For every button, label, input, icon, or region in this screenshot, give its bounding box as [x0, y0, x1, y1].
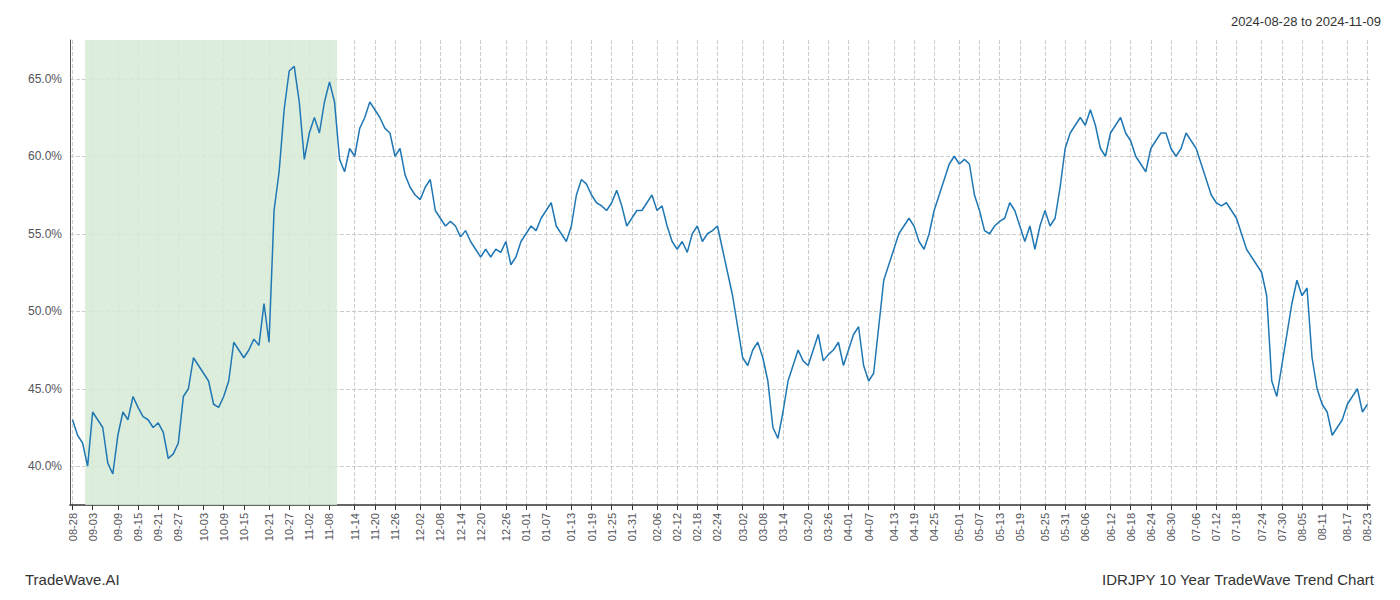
- svg-text:10-21: 10-21: [263, 513, 275, 541]
- svg-text:10-27: 10-27: [283, 513, 295, 541]
- svg-text:11-14: 11-14: [349, 513, 361, 540]
- svg-text:03-08: 03-08: [757, 513, 769, 541]
- svg-text:05-19: 05-19: [1014, 513, 1026, 541]
- svg-text:01-13: 01-13: [565, 513, 577, 541]
- svg-text:07-06: 07-06: [1190, 513, 1202, 541]
- svg-text:07-18: 07-18: [1230, 513, 1242, 541]
- svg-text:09-03: 09-03: [87, 513, 99, 541]
- svg-text:11-08: 11-08: [323, 513, 335, 540]
- svg-text:08-11: 08-11: [1316, 513, 1328, 540]
- svg-text:12-08: 12-08: [434, 513, 446, 541]
- svg-text:08-17: 08-17: [1341, 513, 1353, 541]
- svg-text:12-20: 12-20: [475, 513, 487, 541]
- svg-text:04-19: 04-19: [908, 513, 920, 541]
- svg-text:04-13: 04-13: [888, 513, 900, 541]
- svg-text:50.0%: 50.0%: [28, 304, 62, 318]
- svg-text:12-14: 12-14: [455, 513, 467, 541]
- svg-text:05-07: 05-07: [973, 513, 985, 541]
- svg-text:07-30: 07-30: [1276, 513, 1288, 541]
- svg-text:02-24: 02-24: [711, 513, 723, 541]
- svg-text:2024-08-28 to 2024-11-09: 2024-08-28 to 2024-11-09: [1231, 14, 1381, 29]
- svg-text:01-31: 01-31: [626, 513, 638, 541]
- svg-text:11-20: 11-20: [369, 513, 381, 540]
- svg-text:12-02: 12-02: [414, 513, 426, 541]
- svg-text:IDRJPY 10 Year TradeWave Trend: IDRJPY 10 Year TradeWave Trend Chart: [1102, 571, 1375, 588]
- svg-text:06-24: 06-24: [1145, 513, 1157, 541]
- svg-text:03-20: 03-20: [802, 513, 814, 541]
- svg-text:02-12: 02-12: [671, 513, 683, 541]
- svg-text:03-02: 03-02: [737, 513, 749, 541]
- svg-text:65.0%: 65.0%: [28, 72, 62, 86]
- svg-text:40.0%: 40.0%: [28, 459, 62, 473]
- svg-text:04-07: 04-07: [863, 513, 875, 541]
- svg-text:11-02: 11-02: [303, 513, 315, 540]
- svg-text:03-14: 03-14: [777, 513, 789, 541]
- svg-text:08-28: 08-28: [67, 513, 79, 541]
- svg-text:02-18: 02-18: [691, 513, 703, 541]
- svg-text:10-03: 10-03: [198, 513, 210, 541]
- svg-text:01-25: 01-25: [606, 513, 618, 541]
- svg-text:01-01: 01-01: [520, 513, 532, 541]
- svg-text:06-30: 06-30: [1165, 513, 1177, 541]
- svg-text:05-31: 05-31: [1059, 513, 1071, 541]
- svg-text:01-19: 01-19: [586, 513, 598, 541]
- svg-text:09-27: 09-27: [172, 513, 184, 541]
- svg-text:45.0%: 45.0%: [28, 382, 62, 396]
- svg-text:07-12: 07-12: [1210, 513, 1222, 541]
- svg-text:06-18: 06-18: [1125, 513, 1137, 541]
- svg-text:05-13: 05-13: [994, 513, 1006, 541]
- svg-text:05-25: 05-25: [1039, 513, 1051, 541]
- svg-text:01-07: 01-07: [540, 513, 552, 541]
- svg-text:09-09: 09-09: [112, 513, 124, 541]
- svg-text:10-15: 10-15: [238, 513, 250, 541]
- svg-text:09-21: 09-21: [152, 513, 164, 541]
- svg-text:08-05: 08-05: [1296, 513, 1308, 541]
- svg-text:04-25: 04-25: [928, 513, 940, 541]
- svg-text:11-26: 11-26: [389, 513, 401, 540]
- svg-text:55.0%: 55.0%: [28, 227, 62, 241]
- svg-text:07-24: 07-24: [1256, 513, 1268, 541]
- svg-text:03-26: 03-26: [822, 513, 834, 541]
- svg-text:02-06: 02-06: [651, 513, 663, 541]
- svg-text:05-01: 05-01: [953, 513, 965, 541]
- svg-text:10-09: 10-09: [218, 513, 230, 541]
- svg-text:TradeWave.AI: TradeWave.AI: [25, 571, 120, 588]
- svg-text:06-12: 06-12: [1105, 513, 1117, 541]
- svg-text:60.0%: 60.0%: [28, 149, 62, 163]
- svg-text:04-01: 04-01: [842, 513, 854, 541]
- svg-text:06-06: 06-06: [1079, 513, 1091, 541]
- svg-text:12-26: 12-26: [500, 513, 512, 541]
- svg-text:08-23: 08-23: [1361, 513, 1373, 541]
- svg-text:09-15: 09-15: [132, 513, 144, 541]
